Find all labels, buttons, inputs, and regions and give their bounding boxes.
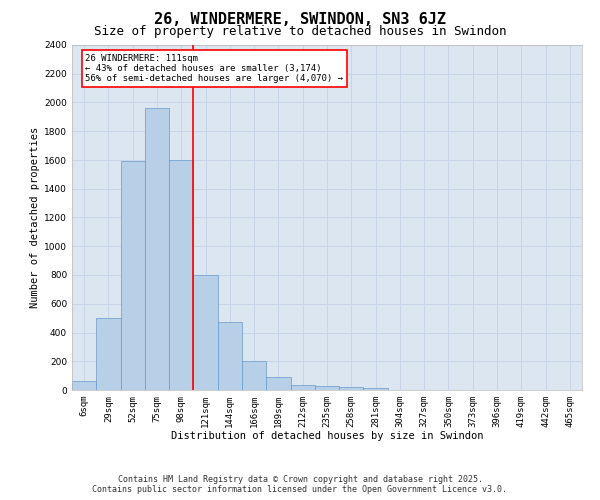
Text: Size of property relative to detached houses in Swindon: Size of property relative to detached ho…	[94, 25, 506, 38]
Title: 26, WINDERMERE, SWINDON, SN3 6JZ
Size of property relative to detached houses in: 26, WINDERMERE, SWINDON, SN3 6JZ Size of…	[0, 499, 1, 500]
Bar	[290, 385, 315, 390]
Text: 26, WINDERMERE, SWINDON, SN3 6JZ: 26, WINDERMERE, SWINDON, SN3 6JZ	[154, 12, 446, 28]
Bar	[169, 160, 193, 390]
Bar	[339, 387, 364, 390]
X-axis label: Distribution of detached houses by size in Swindon: Distribution of detached houses by size …	[171, 432, 483, 442]
Bar	[315, 386, 339, 390]
Text: 26 WINDERMERE: 111sqm
← 43% of detached houses are smaller (3,174)
56% of semi-d: 26 WINDERMERE: 111sqm ← 43% of detached …	[85, 54, 343, 84]
Text: Contains HM Land Registry data © Crown copyright and database right 2025.
Contai: Contains HM Land Registry data © Crown c…	[92, 474, 508, 494]
Bar	[145, 108, 169, 390]
Bar	[218, 322, 242, 390]
Bar	[96, 318, 121, 390]
Bar	[364, 388, 388, 390]
Bar	[242, 361, 266, 390]
Bar	[193, 275, 218, 390]
Bar	[72, 382, 96, 390]
Y-axis label: Number of detached properties: Number of detached properties	[30, 127, 40, 308]
Bar	[121, 162, 145, 390]
Bar	[266, 377, 290, 390]
